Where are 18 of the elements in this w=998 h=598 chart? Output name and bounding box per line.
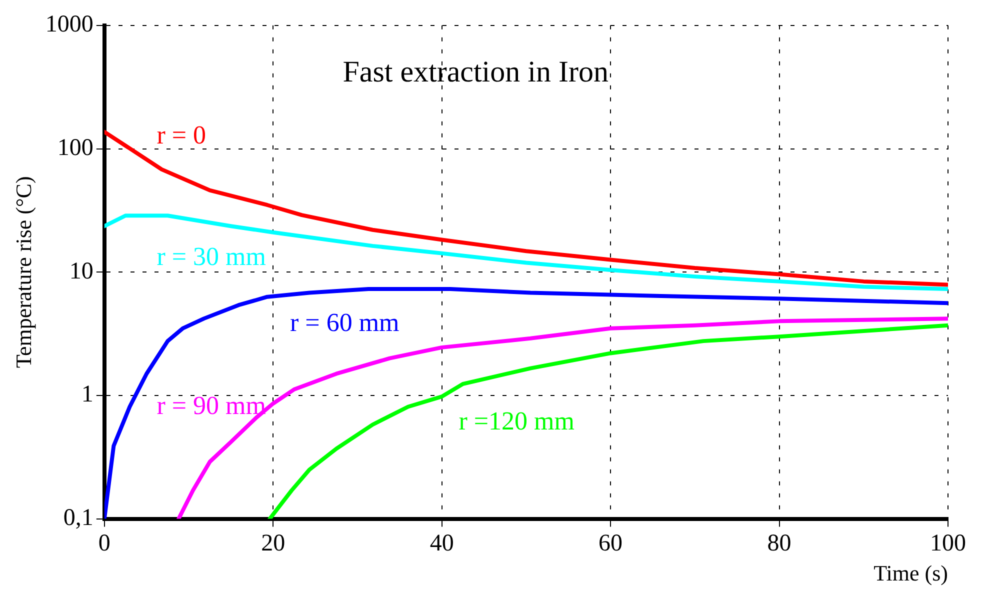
- x-axis-title: Time (s): [874, 560, 948, 586]
- y-tick-label: 1: [81, 382, 94, 408]
- x-tick-label: 20: [261, 530, 286, 556]
- series-label: r = 60 mm: [290, 308, 400, 337]
- y-tick-label: 0,1: [63, 505, 94, 532]
- y-axis-title: Temperature rise (°C): [10, 176, 36, 368]
- series-label: r =120 mm: [458, 406, 574, 436]
- x-tick-label: 80: [767, 530, 792, 556]
- x-tick-label: 40: [430, 530, 454, 556]
- series-label: r = 30 mm: [156, 242, 266, 271]
- x-tick-label: 60: [598, 530, 623, 556]
- text: Fast extraction in Iron: [342, 55, 608, 88]
- y-tick-label: 100: [57, 135, 94, 162]
- y-tick-label: 1000: [45, 12, 94, 38]
- x-tick-label: 0: [98, 530, 110, 556]
- series-label: r = 0: [156, 120, 206, 150]
- x-tick-label: 100: [930, 530, 966, 556]
- y-tick-label: 10: [69, 258, 94, 284]
